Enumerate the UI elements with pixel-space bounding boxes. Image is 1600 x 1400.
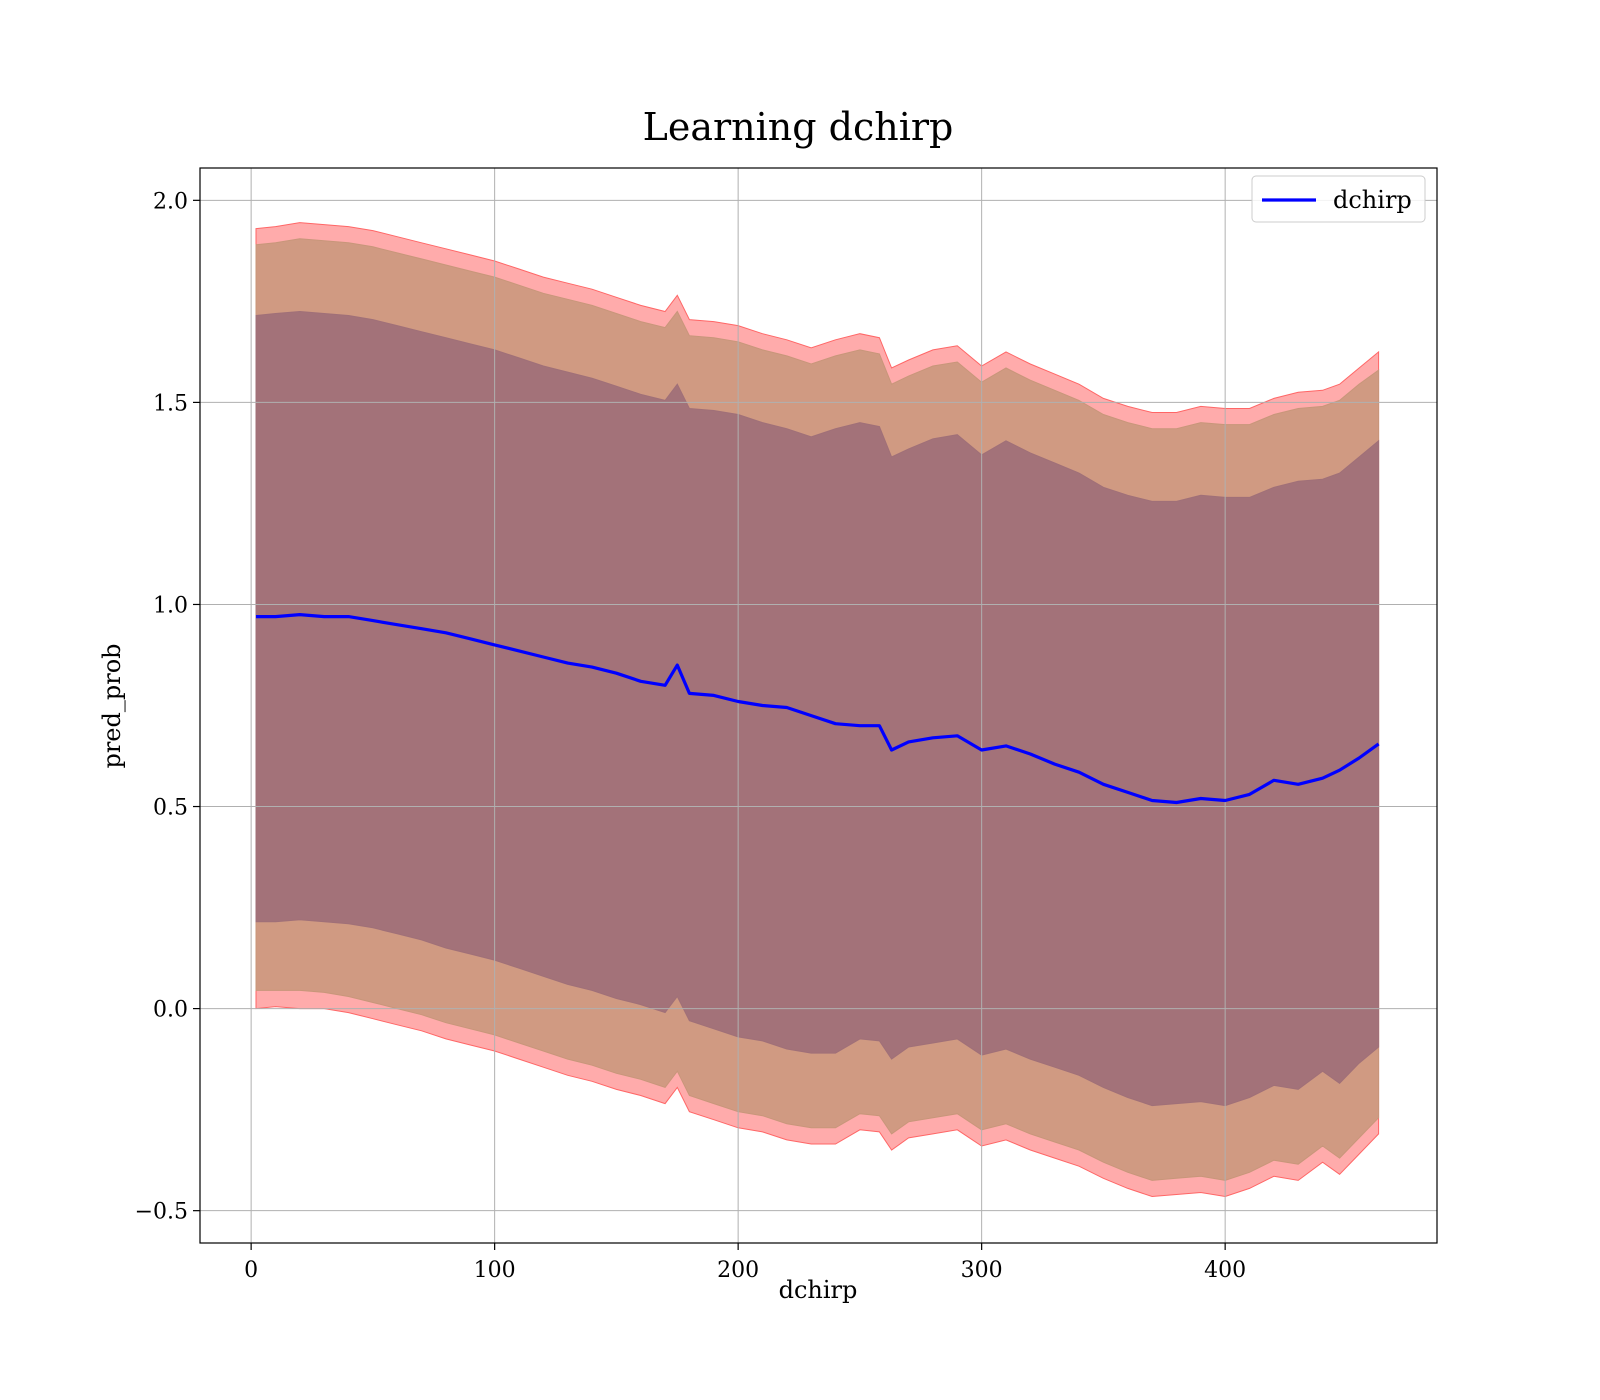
band-inner xyxy=(255,310,1380,1107)
confidence-bands xyxy=(255,222,1380,1198)
x-tick-label: 100 xyxy=(474,1258,516,1283)
legend-box xyxy=(1251,175,1426,223)
y-tick-label: −0.5 xyxy=(135,1200,188,1225)
plot-frame xyxy=(199,167,1438,1244)
y-axis-ticks: −0.5 0.0 0.5 1.0 1.5 2.0 xyxy=(135,189,200,1225)
x-tick-label: 300 xyxy=(961,1258,1003,1283)
mean-line-dchirp xyxy=(256,613,1380,805)
x-axis-ticks: 0 100 200 300 400 xyxy=(244,1243,1246,1283)
legend-label-dchirp: dchirp xyxy=(1333,186,1412,214)
x-axis-label: dchirp xyxy=(779,1276,858,1304)
y-axis-label: pred_prob xyxy=(98,643,126,768)
y-tick-label: 1.5 xyxy=(153,391,188,416)
x-tick-label: 0 xyxy=(244,1258,258,1283)
y-tick-label: 2.0 xyxy=(153,189,188,214)
x-tick-label: 400 xyxy=(1204,1258,1246,1283)
y-tick-label: 0.5 xyxy=(153,796,188,821)
y-tick-label: 1.0 xyxy=(153,593,188,618)
legend: dchirp xyxy=(1251,175,1426,223)
grid-lines xyxy=(200,168,1437,1243)
x-tick-label: 200 xyxy=(717,1258,759,1283)
chart-title: Learning dchirp xyxy=(643,105,954,149)
y-tick-label: 0.0 xyxy=(153,998,188,1023)
